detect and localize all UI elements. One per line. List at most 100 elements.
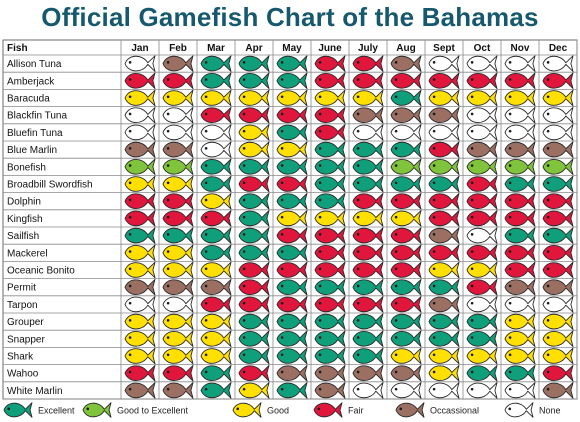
fish-rating-icon xyxy=(276,244,308,262)
fish-rating-icon xyxy=(466,192,498,210)
fish-rating-icon xyxy=(314,124,346,141)
fish-rating-icon xyxy=(276,296,308,313)
fish-rating-icon xyxy=(466,227,498,244)
fish-name: Dolphin xyxy=(7,197,41,208)
fish-rating-icon xyxy=(314,244,346,262)
fish-rating-icon xyxy=(390,210,422,227)
fish-rating-icon xyxy=(124,382,156,399)
fish-rating-icon xyxy=(276,364,308,382)
fish-rating-icon xyxy=(200,106,232,124)
fish-rating-icon xyxy=(352,227,384,244)
fish-rating-icon xyxy=(276,89,308,107)
fish-rating-icon xyxy=(466,141,498,158)
fish-rating-icon xyxy=(314,141,346,158)
page-title: Official Gamefish Chart of the Bahamas xyxy=(41,2,539,32)
fish-rating-icon xyxy=(352,244,384,262)
fish-name: Amberjack xyxy=(7,76,55,87)
fish-rating-icon xyxy=(200,55,232,72)
fish-rating-icon xyxy=(238,89,270,107)
fish-rating-icon xyxy=(162,364,194,382)
fish-rating-icon xyxy=(390,72,422,90)
fish-rating-icon xyxy=(504,72,536,90)
header-month: Aug xyxy=(396,43,415,54)
fish-rating-icon xyxy=(276,261,308,279)
fish-rating-icon xyxy=(542,89,574,107)
fish-rating-icon xyxy=(390,141,422,158)
fish-rating-icon xyxy=(200,210,232,227)
fish-rating-icon xyxy=(428,347,460,365)
legend-fish-icon xyxy=(395,402,425,418)
fish-name: Shark xyxy=(7,352,34,363)
fish-rating-icon xyxy=(314,106,346,124)
fish-rating-icon xyxy=(162,227,194,244)
fish-rating-icon xyxy=(504,278,536,296)
fish-rating-icon xyxy=(390,261,422,279)
legend-label: Excellent xyxy=(38,406,75,416)
fish-rating-icon xyxy=(124,313,156,330)
fish-rating-icon xyxy=(238,175,270,193)
fish-rating-icon xyxy=(238,261,270,279)
fish-rating-icon xyxy=(276,72,308,90)
legend-label: Fair xyxy=(348,406,364,416)
legend-fish-icon xyxy=(232,402,262,418)
fish-name: Permit xyxy=(7,283,36,294)
legend-fish-icon xyxy=(504,402,534,418)
fish-rating-icon xyxy=(124,364,156,382)
fish-rating-icon xyxy=(504,330,536,348)
fish-rating-icon xyxy=(504,158,536,176)
fish-rating-icon xyxy=(162,175,194,193)
fish-rating-icon xyxy=(200,124,232,141)
fish-rating-icon xyxy=(314,313,346,330)
fish-rating-icon xyxy=(504,141,536,158)
fish-rating-icon xyxy=(504,175,536,193)
fish-rating-icon xyxy=(314,330,346,348)
legend-fish-icon xyxy=(3,402,33,418)
fish-rating-icon xyxy=(542,313,574,330)
fish-rating-icon xyxy=(428,364,460,382)
fish-rating-icon xyxy=(352,192,384,210)
fish-rating-icon xyxy=(276,141,308,158)
fish-rating-icon xyxy=(314,261,346,279)
fish-rating-icon xyxy=(504,364,536,382)
fish-rating-icon xyxy=(352,158,384,176)
fish-rating-icon xyxy=(352,210,384,227)
fish-rating-icon xyxy=(162,278,194,296)
fish-rating-icon xyxy=(428,244,460,262)
fish-rating-icon xyxy=(542,278,574,296)
fish-rating-icon xyxy=(390,296,422,313)
fish-rating-icon xyxy=(466,296,498,313)
header-month: Sept xyxy=(433,43,455,54)
fish-rating-icon xyxy=(124,210,156,227)
fish-rating-icon xyxy=(390,175,422,193)
fish-rating-icon xyxy=(200,244,232,262)
fish-rating-icon xyxy=(124,141,156,158)
fish-name: Broadbill Swordfish xyxy=(7,180,93,191)
fish-rating-icon xyxy=(314,192,346,210)
fish-rating-icon xyxy=(428,227,460,244)
fish-rating-icon xyxy=(504,106,536,124)
fish-rating-icon xyxy=(162,382,194,399)
fish-rating-icon xyxy=(428,106,460,124)
fish-name: Blackfin Tuna xyxy=(7,111,67,122)
legend-label: Occassional xyxy=(430,406,479,416)
fish-rating-icon xyxy=(504,210,536,227)
fish-rating-icon xyxy=(162,261,194,279)
fish-name: Grouper xyxy=(7,317,44,328)
fish-rating-icon xyxy=(238,192,270,210)
fish-rating-icon xyxy=(504,124,536,141)
header-month: Jan xyxy=(131,43,148,54)
fish-rating-icon xyxy=(390,227,422,244)
fish-rating-icon xyxy=(504,313,536,330)
fish-rating-icon xyxy=(276,313,308,330)
fish-rating-icon xyxy=(124,72,156,90)
fish-rating-icon xyxy=(428,278,460,296)
fish-rating-icon xyxy=(352,175,384,193)
fish-rating-icon xyxy=(162,296,194,313)
fish-rating-icon xyxy=(162,158,194,176)
fish-rating-icon xyxy=(428,296,460,313)
header-month: Nov xyxy=(511,43,530,54)
fish-rating-icon xyxy=(542,330,574,348)
fish-rating-icon xyxy=(124,261,156,279)
fish-rating-icon xyxy=(162,106,194,124)
